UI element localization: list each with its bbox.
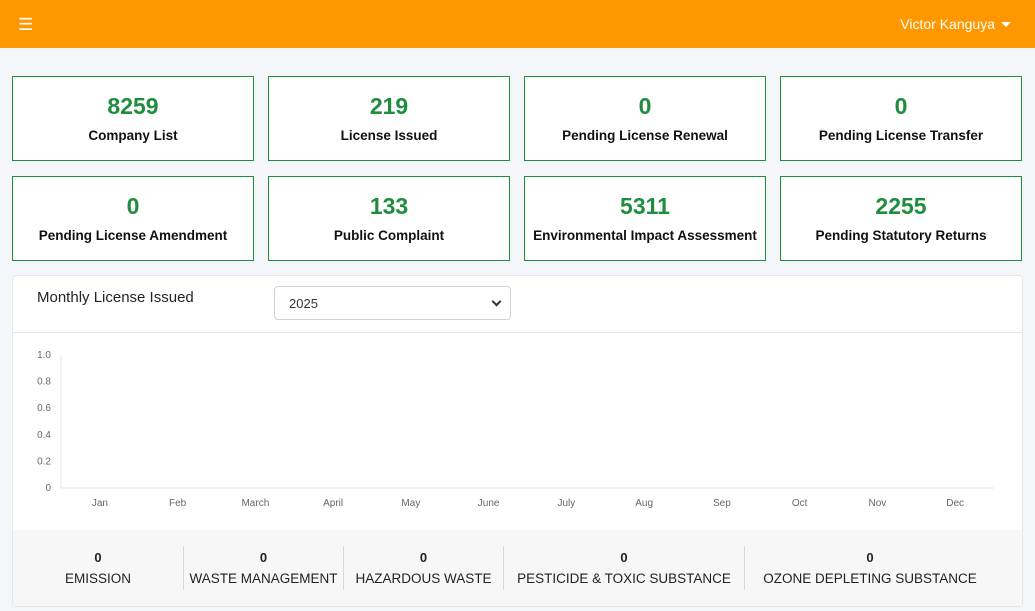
year-select-value: 2025 bbox=[289, 295, 318, 311]
stat-label: Pending License Transfer bbox=[818, 127, 984, 143]
x-tick-label: April bbox=[323, 498, 343, 509]
y-tick-label: 0.6 bbox=[37, 403, 51, 414]
stat-label: License Issued bbox=[340, 127, 438, 143]
stat-card-pending-license-renewal[interactable]: 0 Pending License Renewal bbox=[524, 76, 766, 161]
y-tick-label: 0.8 bbox=[37, 377, 51, 388]
footer-stat-pesticide-toxic-substance: 0 PESTICIDE & TOXIC SUBSTANCE bbox=[504, 546, 745, 590]
top-navbar: ☰ Victor Kanguya bbox=[0, 0, 1035, 48]
footer-stat-label: WASTE MANAGEMENT bbox=[189, 571, 338, 586]
footer-stat-value: 0 bbox=[419, 550, 428, 565]
chevron-down-icon bbox=[491, 296, 502, 306]
chart-header: Monthly License Issued 2025 bbox=[13, 276, 1022, 333]
footer-stat-hazardous-waste: 0 HAZARDOUS WASTE bbox=[344, 546, 504, 590]
x-tick-label: June bbox=[478, 498, 500, 509]
year-select[interactable]: 2025 bbox=[274, 286, 511, 320]
stat-card-public-complaint[interactable]: 133 Public Complaint bbox=[268, 176, 510, 261]
footer-stat-label: HAZARDOUS WASTE bbox=[355, 571, 492, 586]
stat-value: 133 bbox=[369, 192, 409, 219]
x-tick-label: Feb bbox=[169, 498, 187, 509]
y-tick-label: 1.0 bbox=[37, 350, 51, 361]
hamburger-icon[interactable]: ☰ bbox=[18, 14, 34, 34]
stat-label: Pending License Amendment bbox=[38, 227, 228, 243]
x-tick-label: Oct bbox=[792, 498, 808, 509]
chart-title: Monthly License Issued bbox=[37, 289, 194, 306]
y-tick-label: 0.4 bbox=[37, 430, 51, 441]
stat-card-environmental-impact-assessment[interactable]: 5311 Environmental Impact Assessment bbox=[524, 176, 766, 261]
stat-value: 5311 bbox=[620, 192, 670, 219]
stat-label: Environmental Impact Assessment bbox=[533, 227, 757, 243]
stat-card-pending-license-transfer[interactable]: 0 Pending License Transfer bbox=[780, 76, 1022, 161]
x-tick-label: March bbox=[241, 498, 269, 509]
stat-value: 0 bbox=[638, 92, 652, 119]
footer-stat-label: EMISSION bbox=[64, 571, 131, 586]
stat-card-company-list[interactable]: 8259 Company List bbox=[12, 76, 254, 161]
footer-stat-emission: 0 EMISSION bbox=[13, 546, 184, 590]
footer-stat-value: 0 bbox=[259, 550, 268, 565]
footer-stat-label: PESTICIDE & TOXIC SUBSTANCE bbox=[517, 571, 731, 586]
stat-value: 0 bbox=[126, 192, 140, 219]
caret-down-icon bbox=[1001, 21, 1011, 27]
x-tick-label: May bbox=[401, 498, 420, 509]
footer-stat-label: OZONE DEPLETING SUBSTANCE bbox=[763, 571, 977, 586]
stat-label: Pending License Renewal bbox=[562, 127, 728, 143]
stat-label: Pending Statutory Returns bbox=[815, 227, 987, 243]
x-tick-label: Jan bbox=[92, 498, 108, 509]
x-tick-label: July bbox=[557, 498, 575, 509]
stat-value: 2255 bbox=[875, 192, 927, 219]
user-menu[interactable]: Victor Kanguya bbox=[900, 16, 1011, 32]
stat-card-pending-license-amendment[interactable]: 0 Pending License Amendment bbox=[12, 176, 254, 261]
footer-stat-ozone-depleting-substance: 0 OZONE DEPLETING SUBSTANCE bbox=[745, 546, 995, 590]
user-name: Victor Kanguya bbox=[900, 16, 995, 32]
x-tick-label: Nov bbox=[868, 498, 886, 509]
y-tick-label: 0.2 bbox=[37, 456, 51, 467]
stat-label: Public Complaint bbox=[333, 227, 445, 243]
stat-value: 219 bbox=[369, 92, 409, 119]
footer-stat-waste-management: 0 WASTE MANAGEMENT bbox=[184, 546, 344, 590]
stat-card-pending-statutory-returns[interactable]: 2255 Pending Statutory Returns bbox=[780, 176, 1022, 261]
stat-value: 0 bbox=[894, 92, 908, 119]
x-tick-label: Sep bbox=[713, 498, 731, 509]
stats-grid: 8259 Company List 219 License Issued 0 P… bbox=[12, 76, 1023, 261]
footer-stat-value: 0 bbox=[620, 550, 628, 565]
x-tick-label: Aug bbox=[635, 498, 653, 509]
chart-area: 1.0 0.8 0.6 0.4 0.2 0 Jan Feb March April May June J… bbox=[13, 333, 1022, 530]
y-tick-label: 0 bbox=[45, 483, 51, 494]
footer-stat-value: 0 bbox=[866, 550, 874, 565]
stat-card-license-issued[interactable]: 219 License Issued bbox=[268, 76, 510, 161]
footer-stats: 0 EMISSION 0 WASTE MANAGEMENT 0 HAZARDOU… bbox=[13, 530, 1022, 606]
monthly-license-chart-card: Monthly License Issued 2025 1.0 0.8 0.6 0.4… bbox=[12, 275, 1023, 607]
line-chart: 1.0 0.8 0.6 0.4 0.2 0 Jan Feb March April May June J… bbox=[37, 350, 994, 509]
stat-label: Company List bbox=[88, 127, 178, 143]
stat-value: 8259 bbox=[107, 92, 159, 119]
x-tick-label: Dec bbox=[946, 498, 964, 509]
footer-stat-value: 0 bbox=[94, 550, 102, 565]
